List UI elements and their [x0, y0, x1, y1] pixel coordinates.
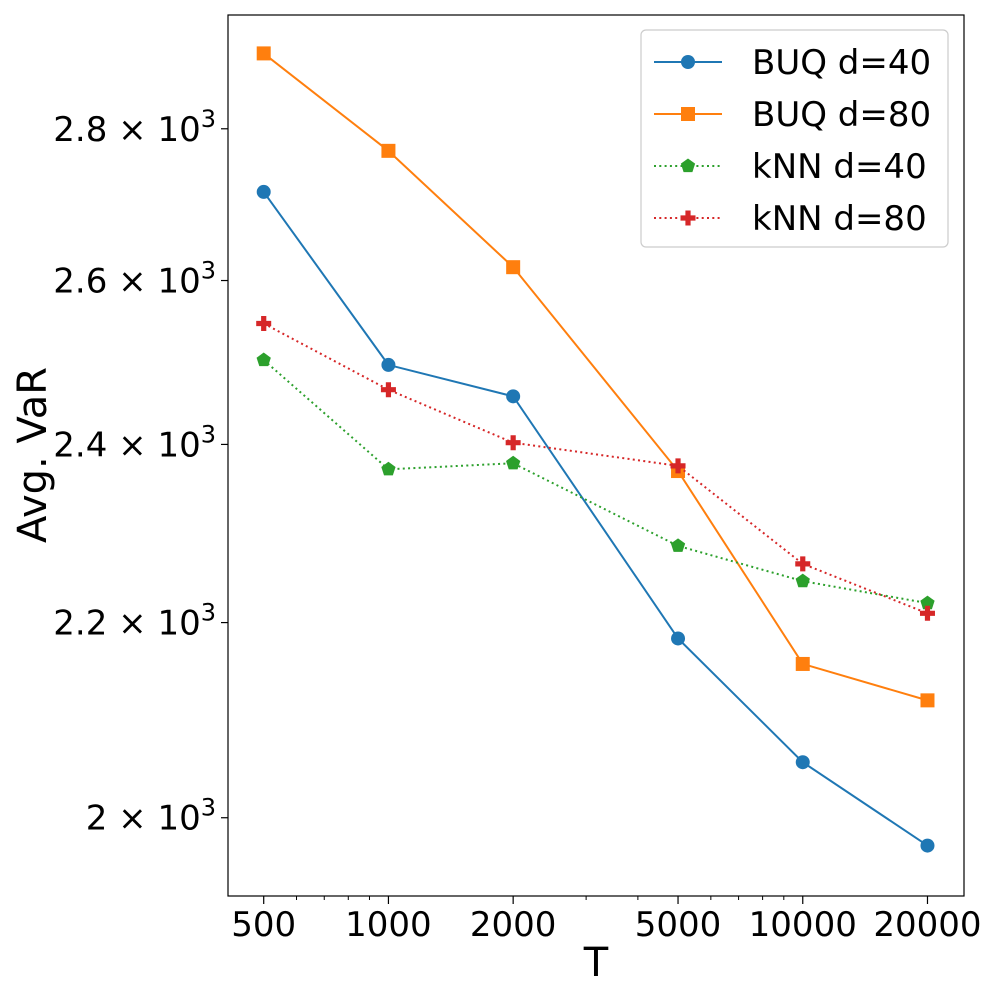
data-point	[256, 352, 271, 367]
series-line	[262, 191, 929, 847]
data-point	[505, 435, 521, 451]
legend-entry: BUQ d=80	[654, 95, 931, 135]
legend-marker	[681, 107, 695, 121]
series-1	[256, 184, 935, 853]
legend-entry: kNN d=80	[654, 199, 927, 239]
y-tick-label: 2.6 × 103	[53, 257, 216, 302]
x-tick-label: 2000	[470, 905, 557, 945]
legend-label: kNN d=40	[752, 147, 927, 187]
series-3	[256, 352, 935, 610]
y-tick-label: 2.8 × 103	[53, 105, 216, 150]
legend-label: kNN d=80	[752, 199, 927, 239]
legend: BUQ d=40 BUQ d=80 kNN d=40 kNN d=80	[640, 29, 949, 248]
data-point	[795, 556, 811, 572]
data-point	[381, 461, 396, 476]
data-point	[795, 755, 810, 770]
data-point	[256, 316, 272, 331]
x-axis-label: T	[583, 940, 609, 986]
data-point	[670, 458, 686, 474]
legend-label: BUQ d=80	[752, 95, 931, 135]
data-point	[381, 143, 396, 158]
data-point	[671, 631, 686, 646]
data-point	[920, 693, 935, 708]
data-point	[920, 595, 935, 610]
x-tick-label: 5000	[635, 905, 722, 945]
data-point	[381, 357, 396, 372]
legend-entry: BUQ d=40	[654, 43, 931, 83]
data-point	[795, 573, 810, 588]
series-line	[263, 322, 928, 615]
data-point	[506, 260, 521, 275]
y-tick-label: 2 × 103	[86, 794, 216, 839]
series-line	[263, 359, 928, 605]
y-tick-label: 2.4 × 103	[53, 420, 216, 465]
data-point	[920, 838, 935, 853]
series-4	[256, 316, 935, 621]
data-point	[795, 656, 810, 671]
data-point	[919, 605, 935, 621]
legend-label: BUQ d=40	[752, 43, 931, 83]
x-tick-label: 1000	[345, 905, 432, 945]
x-axis-ticks: 500 1000 2000 5000 10000 20000	[231, 896, 982, 945]
legend-marker	[680, 158, 696, 173]
y-axis-label: Avg. VaR	[10, 367, 56, 543]
data-point	[256, 46, 271, 61]
x-tick-label: 20000	[873, 905, 981, 945]
series-layer	[256, 46, 935, 853]
data-point	[506, 455, 521, 470]
data-point	[506, 389, 521, 404]
data-point	[256, 184, 271, 199]
legend-box	[640, 29, 949, 248]
y-tick-label: 2.2 × 103	[53, 599, 216, 644]
data-point	[670, 538, 686, 552]
legend-marker	[681, 55, 695, 69]
plot-frame	[227, 14, 965, 897]
y-axis-ticks: 2 × 103 2.2 × 103 2.4 × 103 2.6 × 103 2.8 × …	[53, 105, 228, 839]
legend-entry: kNN d=40	[654, 147, 927, 187]
series-line	[263, 52, 928, 702]
x-tick-label: 500	[231, 905, 296, 945]
data-point	[380, 382, 396, 398]
legend-marker	[680, 210, 696, 226]
x-tick-label: 10000	[749, 905, 857, 945]
